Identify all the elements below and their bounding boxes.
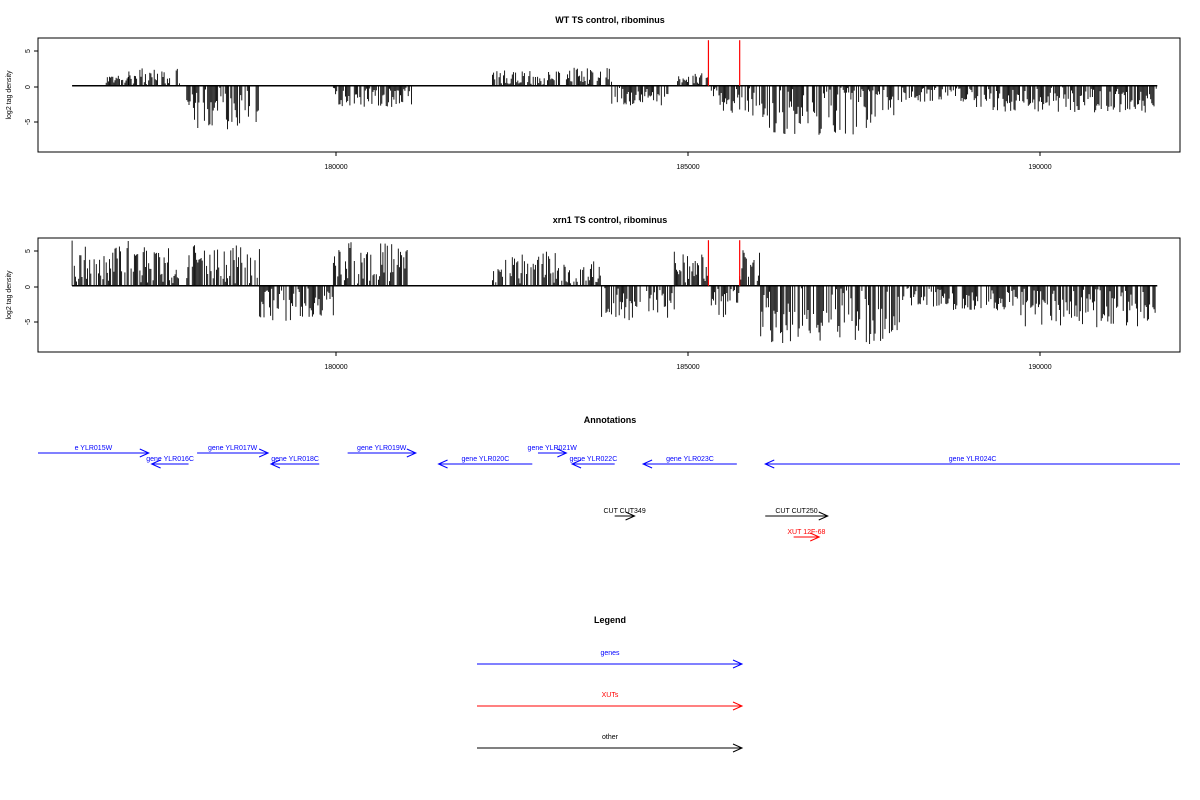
- legend-label: XUTs: [602, 692, 619, 699]
- panel-wt-xtick-180000: 180000: [324, 164, 347, 171]
- panel-xrn1-bars: [71, 240, 1158, 344]
- panel-xrn1-xaxis: 180000 185000 190000: [324, 352, 1052, 371]
- annotations-panel: Annotations e YLR015W gene YLR016C gene YL…: [38, 415, 1180, 542]
- gene-label: gene YLR022C: [570, 456, 618, 463]
- legend-title: Legend: [594, 615, 626, 625]
- panel-xrn1-title: xrn1 TS control, ribominus: [553, 215, 668, 225]
- other-arrow-head: [625, 511, 636, 521]
- gene-arrow-head: [437, 459, 448, 469]
- annotations-title: Annotations: [584, 415, 637, 425]
- panel-wt: WT TS control, ribominus log2 tag densit…: [6, 15, 1181, 171]
- panel-wt-xtick-190000: 190000: [1028, 164, 1051, 171]
- other-annotation: CUT CUT349: [603, 508, 646, 521]
- panel-xrn1: xrn1 TS control, ribominus log2 tag dens…: [6, 215, 1181, 371]
- gene-annotation: gene YLR022C: [570, 456, 618, 469]
- legend: Legend genes XUTs other: [477, 615, 744, 753]
- panel-xrn1-ytick-5: 5: [25, 249, 32, 253]
- gene-label: gene YLR021W: [528, 445, 578, 452]
- legend-arrow-head: [732, 659, 744, 669]
- other-arrow-head: [818, 511, 829, 521]
- panel-xrn1-xtick-185000: 185000: [676, 364, 699, 371]
- gene-arrow-head: [764, 459, 775, 469]
- panel-wt-bars: [72, 40, 1158, 135]
- panel-wt-xtick-185000: 185000: [676, 164, 699, 171]
- gene-label: gene YLR017W: [208, 445, 258, 452]
- gene-annotation: gene YLR018C: [269, 456, 320, 469]
- panel-xrn1-yaxis: 5 0 -5: [25, 249, 38, 325]
- gene-label: gene YLR023C: [666, 456, 714, 463]
- panel-wt-title: WT TS control, ribominus: [555, 15, 665, 25]
- gene-annotation: gene YLR016C: [146, 456, 194, 469]
- gene-annotation: gene YLR019W: [347, 445, 418, 458]
- panel-xrn1-ylabel: log2 tag density: [6, 270, 13, 320]
- panel-xrn1-ytick-neg5: -5: [25, 319, 32, 325]
- legend-entries: genes XUTs other: [477, 650, 744, 753]
- panel-xrn1-frame: [37, 237, 1181, 353]
- gene-arrow-head: [406, 448, 418, 458]
- gene-arrow-head: [258, 448, 270, 458]
- panel-wt-frame: [37, 37, 1181, 153]
- gene-label: gene YLR018C: [271, 456, 319, 463]
- gene-arrow-head: [150, 459, 161, 469]
- gene-annotation: gene YLR023C: [641, 456, 737, 469]
- panel-wt-ytick-0: 0: [25, 85, 32, 89]
- panel-xrn1-xtick-180000: 180000: [324, 364, 347, 371]
- gene-arrow-head: [557, 448, 568, 458]
- gene-annotation: e YLR015W: [38, 445, 151, 458]
- gene-annotation: gene YLR020C: [437, 456, 533, 469]
- gene-label: gene YLR019W: [357, 445, 407, 452]
- legend-label: genes: [600, 650, 620, 657]
- panel-wt-yaxis: 5 0 -5: [25, 49, 38, 125]
- gene-annotation: gene YLR017W: [197, 445, 270, 458]
- panel-wt-ylabel: log2 tag density: [6, 70, 13, 120]
- panel-wt-ytick-neg5: -5: [25, 119, 32, 125]
- legend-arrow-head: [732, 743, 744, 753]
- annotation-tracks: e YLR015W gene YLR016C gene YLR017W gene YL…: [38, 445, 1180, 542]
- xut-annotation: XUT 12F-68: [787, 529, 826, 542]
- xut-arrow-head: [810, 532, 821, 542]
- other-label: CUT CUT250: [775, 508, 817, 515]
- gene-arrow-head: [269, 459, 281, 469]
- gene-arrow-head: [641, 459, 653, 469]
- xut-label: XUT 12F-68: [787, 529, 825, 536]
- panel-xrn1-ytick-0: 0: [25, 285, 32, 289]
- gene-label: gene YLR020C: [462, 456, 510, 463]
- gene-arrow-head: [139, 448, 151, 458]
- gene-arrow-head: [570, 459, 582, 469]
- other-label: CUT CUT349: [603, 508, 645, 515]
- panel-wt-xaxis: 180000 185000 190000: [324, 152, 1052, 171]
- legend-label: other: [602, 734, 619, 741]
- legend-entry: XUTs: [477, 692, 744, 711]
- legend-arrow-head: [732, 701, 744, 711]
- gene-label: e YLR015W: [75, 445, 113, 452]
- gene-annotation: gene YLR021W: [528, 445, 578, 458]
- gene-label: gene YLR024C: [949, 456, 997, 463]
- panel-xrn1-xtick-190000: 190000: [1028, 364, 1051, 371]
- legend-entry: genes: [477, 650, 744, 669]
- panel-wt-ytick-5: 5: [25, 49, 32, 53]
- legend-entry: other: [477, 734, 744, 753]
- other-annotation: CUT CUT250: [765, 508, 829, 521]
- gene-annotation: gene YLR024C: [764, 456, 1180, 469]
- gene-label: gene YLR016C: [146, 456, 194, 463]
